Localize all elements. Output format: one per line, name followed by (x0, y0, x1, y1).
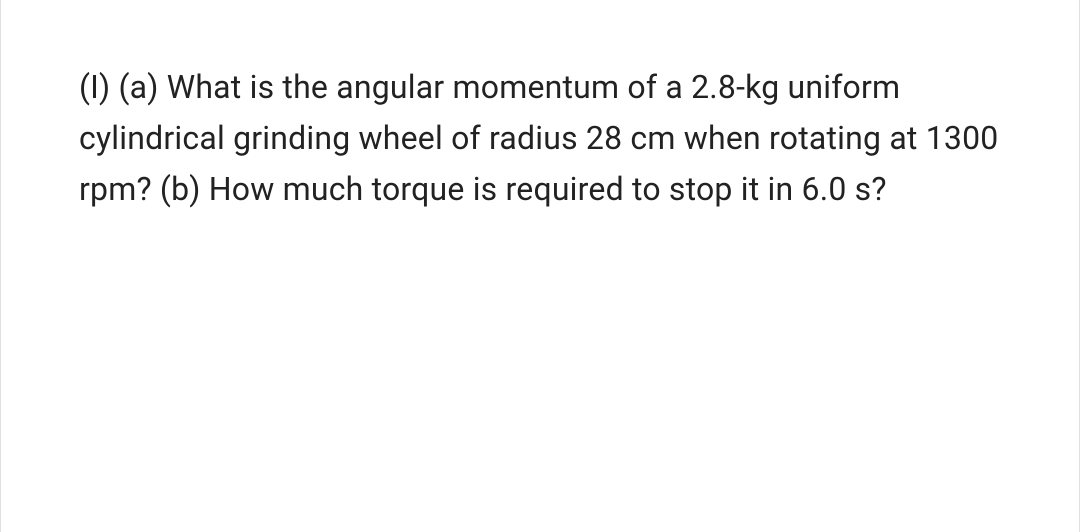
problem-line-4: 6.0 s? (802, 170, 887, 208)
problem-line-1: (I) (a) What is the angular momentum of … (79, 68, 900, 106)
page-frame: (I) (a) What is the angular momentum of … (0, 0, 1080, 532)
problem-line-2: cylindrical grinding wheel of radius 28 … (79, 119, 918, 157)
problem-text: (I) (a) What is the angular momentum of … (79, 62, 1009, 216)
